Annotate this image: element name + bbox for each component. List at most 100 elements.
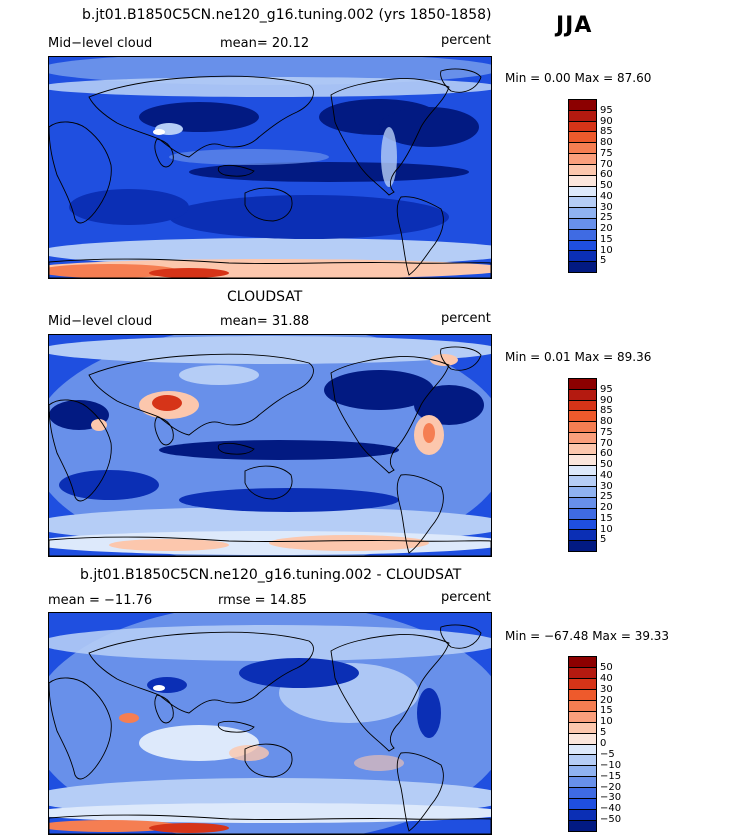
- rmse-label: rmse = 14.85: [218, 593, 307, 608]
- colorbar-tick-label: 75: [600, 426, 613, 438]
- colorbar-tick-label: 30: [600, 683, 613, 695]
- colorbar-swatch: [569, 657, 596, 668]
- colorbar-swatch: [569, 121, 596, 133]
- colorbar-tick-label: 60: [600, 169, 613, 181]
- units-label: percent: [441, 590, 491, 605]
- season-label: JJA: [556, 13, 593, 38]
- colorbar-tick-label: 20: [600, 502, 613, 513]
- colorbar-tick-label: 85: [600, 126, 613, 138]
- colorbar-swatch: [569, 497, 596, 509]
- colorbar-tick-label: 50: [600, 459, 613, 470]
- colorbar-swatch: [569, 422, 596, 434]
- colorbar-swatch: [569, 389, 596, 401]
- variable-label: Mid−level cloud: [48, 36, 153, 51]
- colorbar-swatch: [569, 132, 596, 144]
- colorbar-tick-label: 20: [600, 223, 613, 234]
- colorbar-tick-label: 30: [600, 480, 613, 492]
- colorbar-swatch: [569, 667, 596, 679]
- colorbar-swatch: [569, 530, 596, 542]
- units-label: percent: [441, 33, 491, 48]
- colorbar-swatch: [569, 379, 596, 390]
- colorbar: [568, 378, 597, 552]
- colorbar-swatch: [569, 433, 596, 444]
- colorbar-swatch: [569, 766, 596, 778]
- colorbar-tick-label: 50: [600, 180, 613, 191]
- colorbar-swatch: [569, 722, 596, 734]
- colorbar-swatch: [569, 519, 596, 531]
- colorbar-swatch: [569, 711, 596, 723]
- panel-title: b.jt01.B1850C5CN.ne120_g16.tuning.002 - …: [80, 567, 462, 583]
- colorbar-swatch: [569, 788, 596, 800]
- colorbar-swatch: [569, 251, 596, 263]
- panel-title: CLOUDSAT: [227, 289, 303, 305]
- variable-label: Mid−level cloud: [48, 314, 153, 329]
- colorbar-swatch: [569, 744, 596, 756]
- colorbar-swatch: [569, 821, 596, 831]
- colorbar-tick-label: 70: [600, 158, 613, 170]
- colorbar-tick-label: 20: [600, 694, 613, 706]
- colorbar-swatch: [569, 476, 596, 488]
- colorbar-swatch: [569, 175, 596, 187]
- colorbar-tick-label: 40: [600, 469, 613, 481]
- colorbar: [568, 99, 597, 273]
- colorbar-tick-label: 80: [600, 137, 613, 148]
- colorbar-swatch: [569, 755, 596, 767]
- colorbar-tick-label: 90: [600, 115, 613, 127]
- colorbar-tick-label: 15: [600, 512, 613, 524]
- colorbar-swatch: [569, 689, 596, 701]
- colorbar-tick-label: 5: [600, 534, 607, 546]
- colorbar-tick-label: 10: [600, 716, 613, 728]
- colorbar-tick-label: 15: [600, 233, 613, 245]
- colorbar-tick-label: 25: [600, 212, 613, 224]
- colorbar-tick-label: 5: [600, 727, 607, 739]
- colorbar-swatch: [569, 240, 596, 252]
- colorbar-tick-label: 40: [600, 190, 613, 202]
- colorbar-swatch: [569, 733, 596, 745]
- map-difference: [48, 612, 492, 835]
- colorbar-tick-label: 60: [600, 448, 613, 460]
- map-model: [48, 56, 492, 279]
- colorbar-swatch: [569, 700, 596, 712]
- colorbar-swatch: [569, 411, 596, 423]
- colorbar-tick-label: 70: [600, 437, 613, 449]
- colorbar-swatch: [569, 508, 596, 520]
- minmax-label: Min = 0.00 Max = 87.60: [505, 71, 652, 85]
- colorbar-tick-label: 30: [600, 201, 613, 213]
- colorbar-swatch: [569, 400, 596, 412]
- colorbar-swatch: [569, 110, 596, 122]
- colorbar-tick-label: −5: [600, 748, 615, 760]
- colorbar-swatch: [569, 799, 596, 811]
- colorbar-swatch: [569, 443, 596, 455]
- colorbar-swatch: [569, 454, 596, 466]
- colorbar-tick-label: 10: [600, 244, 613, 256]
- mean-label: mean= 31.88: [220, 314, 310, 329]
- colorbar-tick-label: −40: [600, 803, 622, 815]
- colorbar-tick-label: 95: [600, 104, 613, 116]
- colorbar-swatch: [569, 143, 596, 155]
- colorbar-tick-label: −10: [600, 759, 622, 771]
- colorbar-swatch: [569, 777, 596, 789]
- colorbar-swatch: [569, 465, 596, 477]
- colorbar-tick-label: 85: [600, 405, 613, 417]
- colorbar-tick-label: 80: [600, 416, 613, 427]
- colorbar-swatch: [569, 678, 596, 690]
- map-cloudsat: [48, 334, 492, 557]
- colorbar-swatch: [569, 541, 596, 551]
- colorbar-tick-label: −15: [600, 770, 622, 782]
- mean-label: mean = −11.76: [48, 593, 153, 608]
- colorbar-swatch: [569, 229, 596, 241]
- colorbar: [568, 656, 597, 832]
- minmax-label: Min = −67.48 Max = 39.33: [505, 629, 670, 643]
- colorbar-tick-label: 75: [600, 147, 613, 159]
- colorbar-tick-label: 0: [600, 738, 607, 749]
- mean-label: mean= 20.12: [220, 36, 310, 51]
- colorbar-swatch: [569, 197, 596, 209]
- colorbar-tick-label: 90: [600, 394, 613, 406]
- colorbar-tick-label: 50: [600, 661, 613, 673]
- colorbar-swatch: [569, 100, 596, 111]
- colorbar-tick-label: 40: [600, 672, 613, 684]
- colorbar-tick-label: −20: [600, 781, 622, 793]
- minmax-label: Min = 0.01 Max = 89.36: [505, 350, 652, 364]
- colorbar-swatch: [569, 487, 596, 498]
- colorbar-swatch: [569, 164, 596, 176]
